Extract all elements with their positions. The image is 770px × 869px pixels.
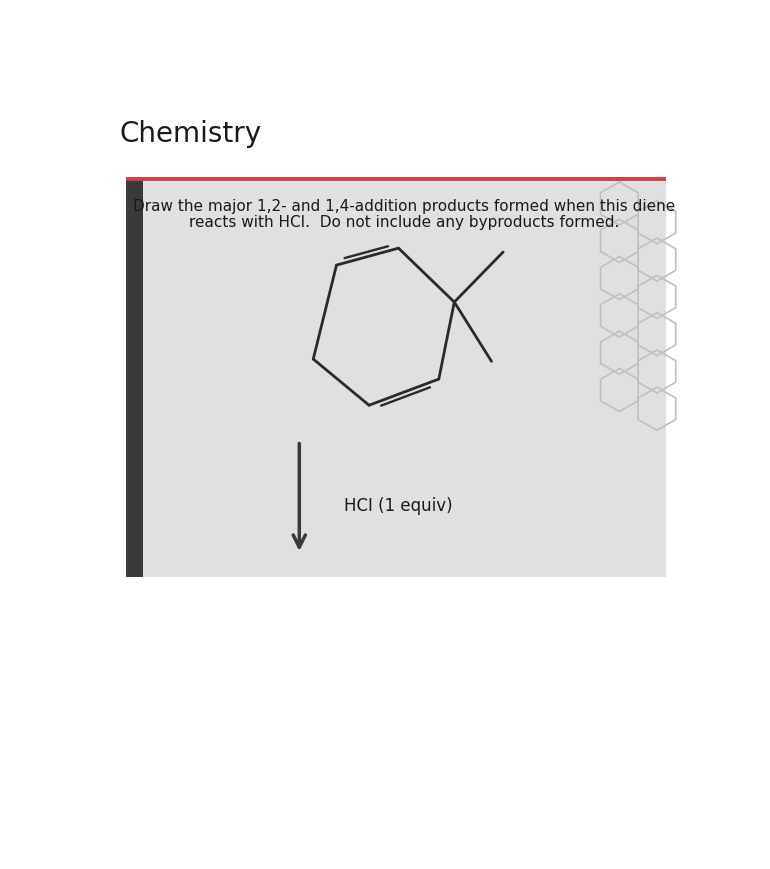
Text: Chemistry: Chemistry — [119, 120, 262, 148]
Text: reacts with HCI.  Do not include any byproducts formed.: reacts with HCI. Do not include any bypr… — [189, 215, 620, 229]
Text: HCI (1 equiv): HCI (1 equiv) — [344, 496, 453, 514]
Text: Draw the major 1,2- and 1,4-addition products formed when this diene: Draw the major 1,2- and 1,4-addition pro… — [133, 199, 675, 214]
Bar — [126, 177, 666, 577]
Bar — [126, 177, 666, 182]
Bar — [126, 177, 142, 577]
